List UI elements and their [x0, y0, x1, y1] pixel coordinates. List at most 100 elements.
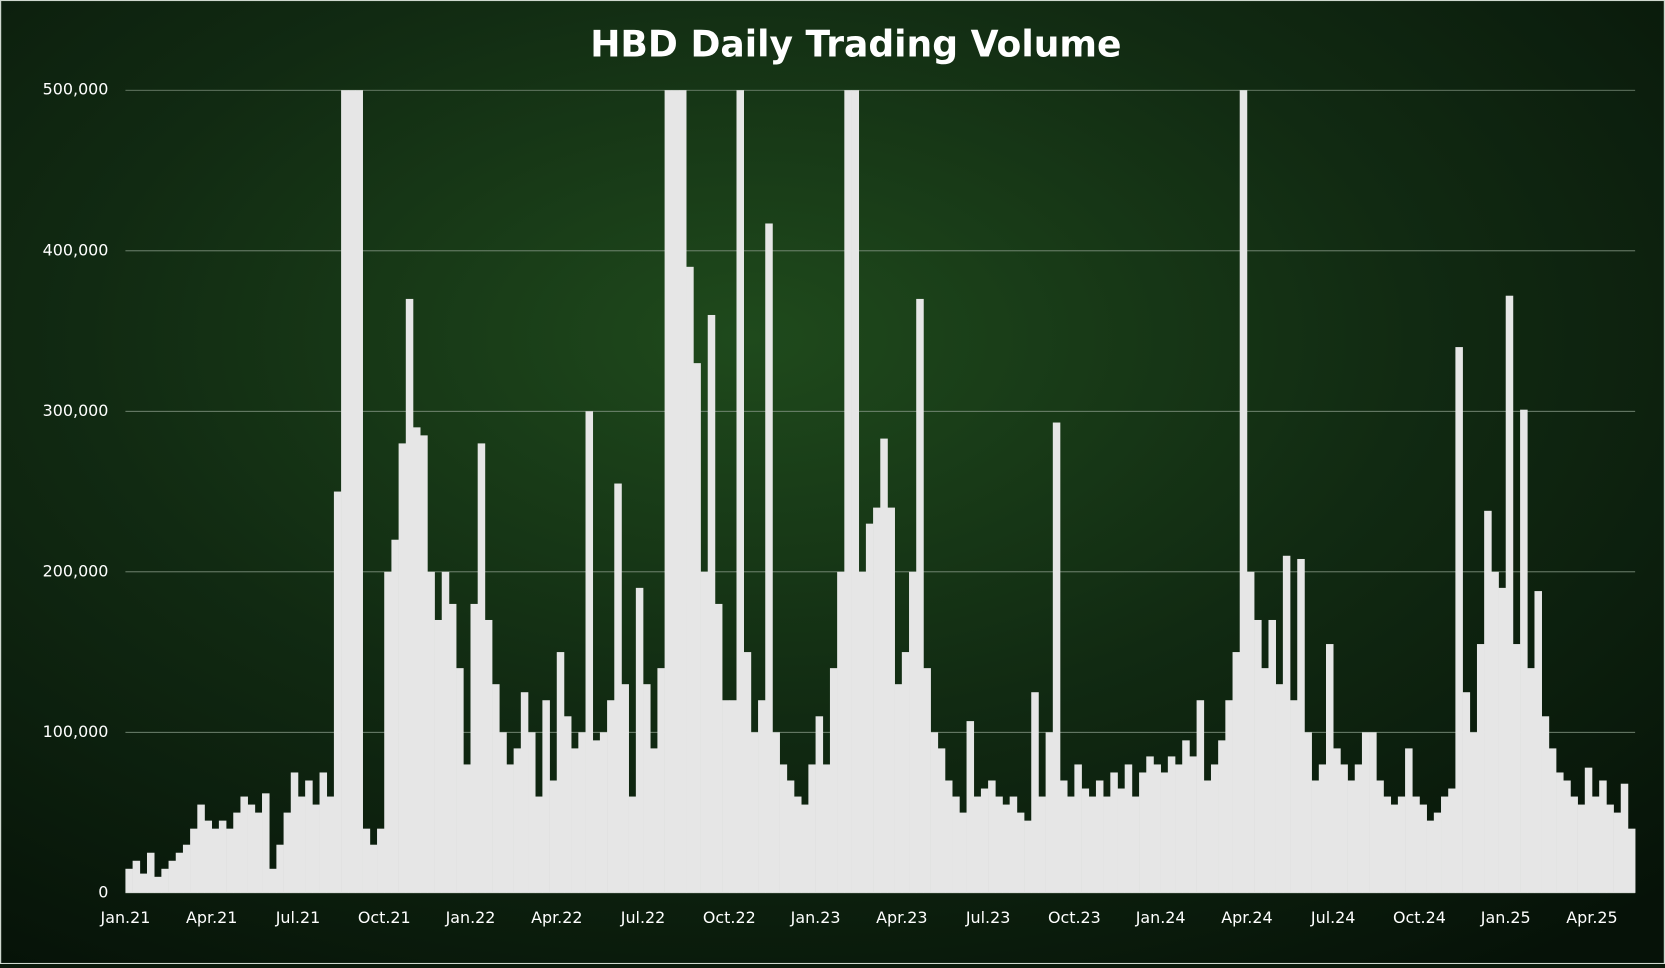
- bar: [1606, 804, 1614, 893]
- bar: [923, 668, 931, 893]
- bar: [1376, 780, 1384, 893]
- bar: [736, 90, 745, 893]
- bar: [937, 748, 946, 893]
- bar: [1146, 756, 1154, 893]
- bar: [384, 571, 392, 893]
- bar: [973, 796, 982, 893]
- bar: [901, 652, 910, 893]
- bar: [254, 812, 263, 893]
- bar: [1591, 796, 1600, 893]
- bar: [628, 796, 637, 893]
- y-tick-label: 300,000: [43, 401, 109, 420]
- bar: [319, 772, 328, 893]
- bar: [369, 844, 378, 893]
- bar: [190, 828, 198, 893]
- bar: [1239, 90, 1248, 893]
- bar: [355, 90, 363, 893]
- y-tick-label: 200,000: [43, 561, 109, 580]
- bar: [1081, 788, 1090, 893]
- bar: [1325, 644, 1334, 893]
- bar: [197, 804, 205, 893]
- bar: [139, 873, 148, 893]
- bar: [542, 700, 550, 893]
- bar: [664, 90, 673, 893]
- bar: [1620, 783, 1629, 893]
- bar: [1369, 732, 1377, 893]
- y-tick-label: 100,000: [43, 722, 109, 741]
- bar: [290, 772, 299, 893]
- bar: [966, 721, 975, 893]
- bar: [420, 435, 428, 893]
- bar: [1405, 748, 1413, 893]
- bar: [930, 732, 939, 893]
- bar: [262, 793, 270, 893]
- x-tick-label: Apr.21: [186, 908, 237, 927]
- bar: [1505, 295, 1514, 893]
- bar: [520, 692, 529, 893]
- bar: [578, 732, 586, 893]
- bar: [801, 804, 809, 893]
- bar: [1311, 780, 1320, 893]
- bar: [499, 732, 507, 893]
- bar: [1016, 812, 1025, 893]
- chart-title: HBD Daily Trading Volume: [590, 24, 1121, 66]
- bar: [434, 619, 443, 893]
- bar: [204, 820, 213, 893]
- bar: [1340, 764, 1348, 893]
- bar: [714, 603, 723, 893]
- bar: [815, 716, 824, 893]
- bar: [621, 684, 629, 893]
- x-tick-label: Jul.22: [620, 908, 666, 927]
- bar: [1110, 772, 1118, 893]
- bar: [297, 796, 306, 893]
- bar: [233, 812, 241, 893]
- bar: [952, 796, 960, 893]
- y-tick-label: 500,000: [43, 80, 109, 99]
- bar: [1261, 668, 1269, 893]
- bar: [887, 507, 895, 893]
- bar: [1153, 764, 1161, 893]
- bar: [1448, 788, 1456, 893]
- x-tick-label: Jan.21: [100, 908, 151, 927]
- bar: [944, 780, 953, 893]
- bar: [1426, 820, 1435, 893]
- bar: [1290, 700, 1298, 893]
- bar: [470, 603, 479, 893]
- y-tick-label: 400,000: [43, 240, 109, 259]
- bar: [269, 868, 277, 893]
- x-tick-label: Oct.24: [1393, 908, 1446, 927]
- bar: [894, 684, 903, 893]
- bar: [865, 523, 874, 893]
- bar: [1196, 700, 1205, 893]
- bar: [1225, 700, 1233, 893]
- bar: [750, 732, 759, 893]
- bar: [535, 796, 543, 893]
- bar: [873, 507, 881, 893]
- bar: [758, 700, 766, 893]
- bar: [391, 539, 399, 893]
- bar: [1232, 652, 1241, 893]
- x-tick-label: Jul.24: [1310, 908, 1355, 927]
- bar: [398, 443, 407, 893]
- bar: [1167, 756, 1176, 893]
- bar: [1455, 347, 1463, 893]
- bar: [729, 700, 737, 893]
- bar: [1584, 767, 1593, 893]
- bar: [448, 603, 457, 893]
- bar: [1218, 740, 1226, 893]
- bar: [1563, 780, 1571, 893]
- bar: [1304, 732, 1312, 893]
- bar: [1088, 796, 1097, 893]
- x-tick-label: Jan.24: [1135, 908, 1186, 927]
- bar: [1361, 732, 1370, 893]
- bar: [765, 223, 773, 893]
- bar: [218, 820, 227, 893]
- bar: [1548, 748, 1557, 893]
- bar: [1045, 732, 1054, 893]
- bar: [657, 668, 665, 893]
- bar: [837, 571, 845, 893]
- bar: [1318, 764, 1327, 893]
- bar: [700, 571, 709, 893]
- bar: [1210, 764, 1219, 893]
